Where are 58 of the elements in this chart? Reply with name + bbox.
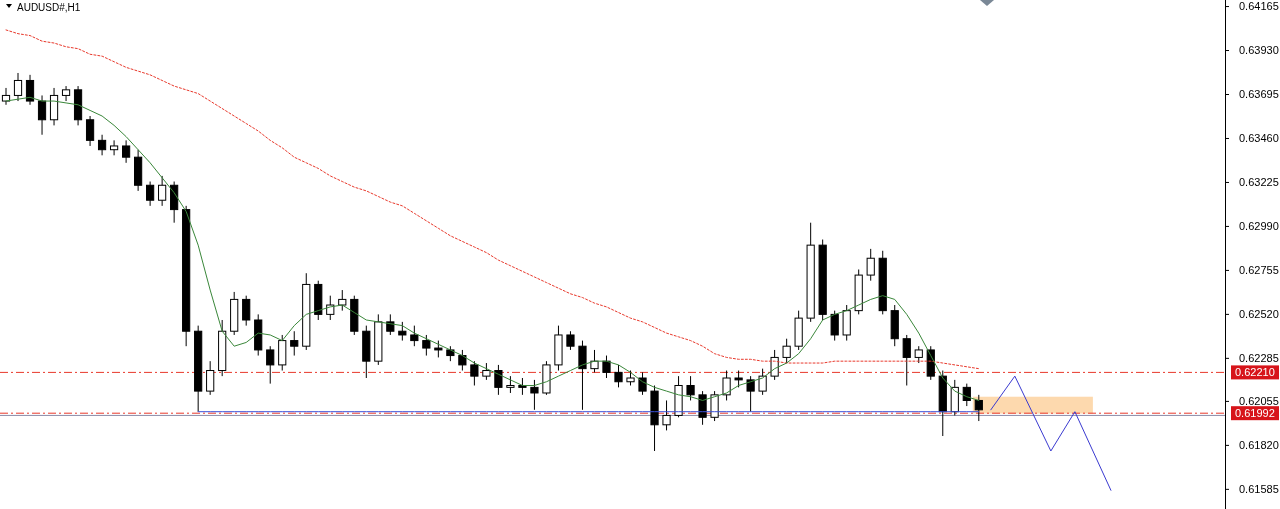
candlestick bbox=[206, 360, 215, 396]
y-tick-label: 0.63930 bbox=[1239, 44, 1279, 57]
y-tick-label: 0.62285 bbox=[1239, 352, 1279, 365]
candlestick bbox=[974, 394, 983, 422]
candlestick bbox=[782, 338, 791, 364]
candlestick bbox=[97, 134, 107, 156]
y-tick-label: 0.63225 bbox=[1239, 176, 1279, 189]
candlestick bbox=[578, 340, 587, 411]
candlestick bbox=[61, 85, 71, 102]
y-tick-label: 0.62055 bbox=[1239, 395, 1279, 408]
y-tick-label: 0.62755 bbox=[1239, 264, 1279, 277]
y-tick-label: 0.63460 bbox=[1239, 132, 1279, 145]
candlestick bbox=[158, 175, 167, 207]
candlestick bbox=[686, 375, 695, 401]
candlestick bbox=[410, 325, 419, 347]
chart-title: AUDUSD#,H1 bbox=[17, 2, 81, 13]
candlestick bbox=[638, 371, 647, 396]
line-series bbox=[990, 375, 1112, 491]
candlestick bbox=[37, 94, 47, 136]
candlestick bbox=[566, 330, 575, 351]
candlestick bbox=[122, 139, 131, 164]
candlestick bbox=[266, 345, 275, 385]
candlestick bbox=[458, 349, 467, 372]
candlestick bbox=[146, 181, 155, 207]
candlestick bbox=[902, 334, 911, 386]
candlestick bbox=[602, 355, 611, 379]
candlestick bbox=[326, 295, 335, 321]
candlestick bbox=[662, 399, 671, 431]
candlestick bbox=[422, 334, 431, 357]
y-tick-label: 0.61820 bbox=[1239, 439, 1279, 452]
y-tick-label: 0.63695 bbox=[1239, 88, 1279, 101]
candlestick bbox=[25, 74, 35, 106]
ref-line-label: 0.61992 bbox=[1235, 407, 1275, 420]
candlestick bbox=[866, 248, 875, 282]
candlestick bbox=[530, 379, 539, 411]
candlestick bbox=[290, 330, 299, 357]
candlestick bbox=[109, 139, 119, 156]
candlestick bbox=[494, 364, 503, 396]
candlestick bbox=[770, 349, 779, 381]
candlestick bbox=[242, 295, 251, 327]
candlestick bbox=[398, 321, 407, 342]
y-tick-label: 0.64165 bbox=[1239, 0, 1279, 13]
candlestick bbox=[758, 368, 767, 396]
candlestick bbox=[614, 364, 623, 388]
candlestick bbox=[338, 289, 347, 312]
y-tick-label: 0.61585 bbox=[1239, 483, 1279, 496]
candlestick bbox=[470, 360, 479, 386]
candlestick bbox=[830, 310, 839, 342]
candlestick bbox=[13, 72, 23, 102]
y-tick-label: 0.62520 bbox=[1239, 308, 1279, 321]
ref-line-label: 0.62210 bbox=[1235, 366, 1275, 379]
candlestick bbox=[590, 349, 599, 373]
candlestick bbox=[746, 375, 755, 413]
candlestick bbox=[85, 115, 95, 147]
candlestick bbox=[722, 370, 731, 401]
y-tick-label: 0.62990 bbox=[1239, 220, 1279, 233]
candlestick bbox=[710, 390, 719, 422]
candlestick bbox=[698, 390, 707, 426]
